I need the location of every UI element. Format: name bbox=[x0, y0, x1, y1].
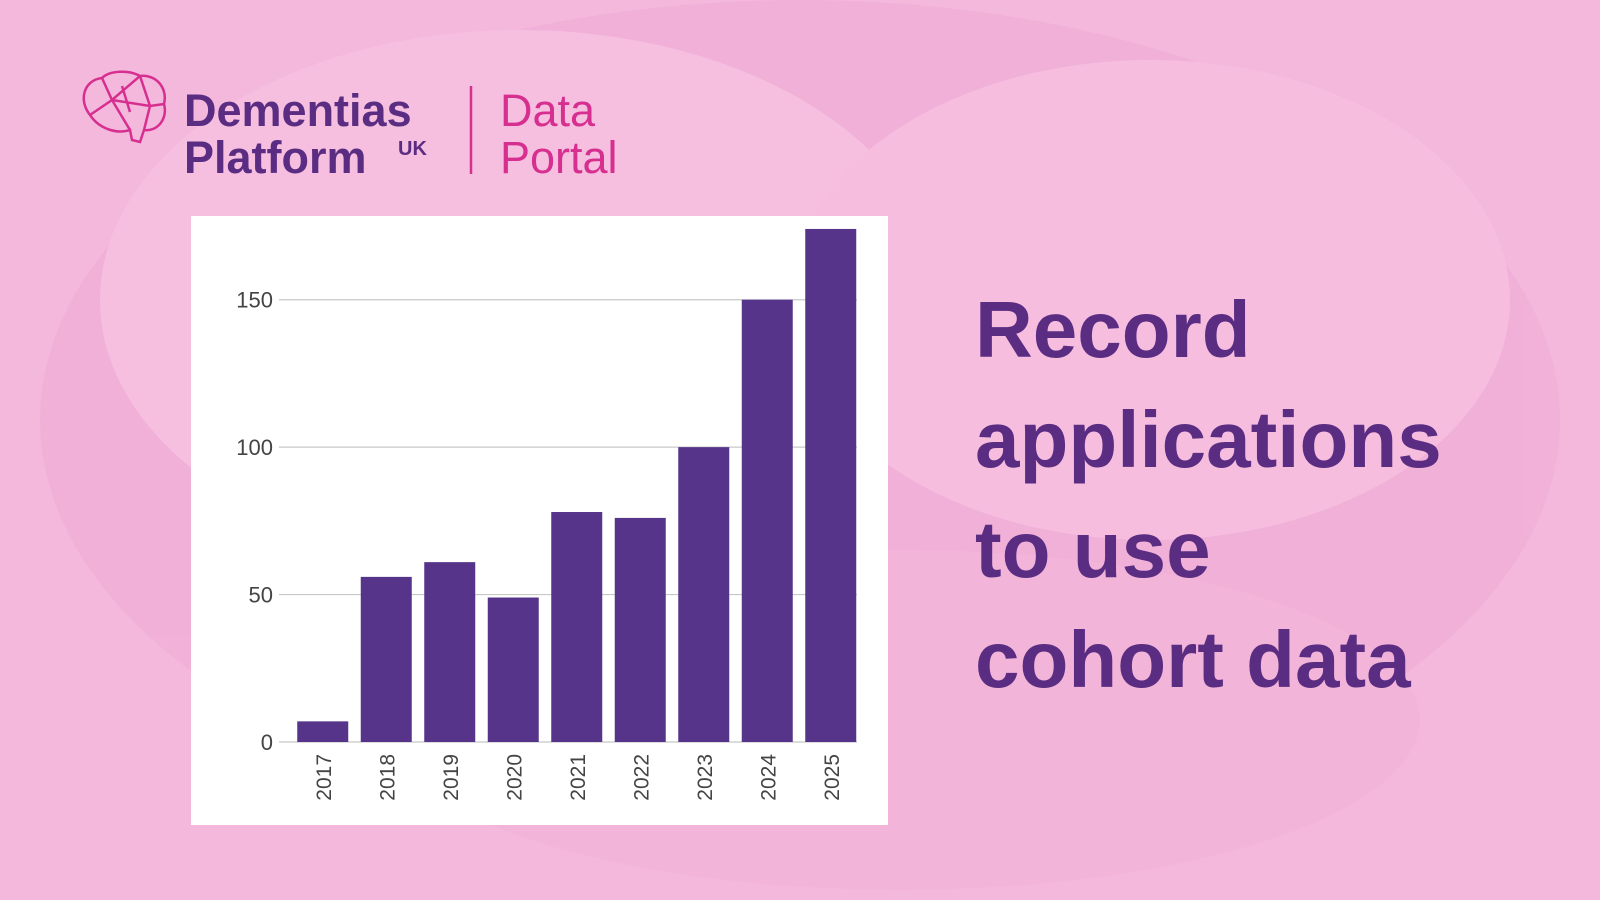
bar bbox=[297, 721, 349, 742]
brain-icon bbox=[82, 70, 167, 144]
bar bbox=[741, 299, 793, 742]
x-tick-label: 2023 bbox=[694, 754, 717, 801]
bar bbox=[551, 512, 603, 742]
headline: Record applications to use cohort data bbox=[975, 285, 1442, 704]
bar bbox=[360, 576, 412, 742]
x-tick-label: 2022 bbox=[630, 754, 653, 801]
logo-suffix: UK bbox=[398, 138, 427, 160]
x-tick-label: 2019 bbox=[440, 754, 463, 801]
x-tick-label: 2025 bbox=[821, 754, 844, 801]
x-tick-label: 2024 bbox=[757, 754, 780, 801]
logo: Dementias Platform UK Data Portal bbox=[82, 70, 618, 183]
chart: 0 50 100 150 2017 2018 2019 2020 2021 2022 2023 202… bbox=[236, 228, 857, 801]
x-tick-label: 2021 bbox=[567, 754, 590, 801]
headline-line: Record bbox=[975, 285, 1251, 374]
bar bbox=[487, 597, 539, 742]
headline-line: applications bbox=[975, 395, 1442, 484]
headline-line: cohort data bbox=[975, 615, 1411, 704]
bar bbox=[614, 517, 666, 742]
logo-name: Platform bbox=[184, 132, 367, 183]
logo-product: Data bbox=[500, 85, 596, 136]
y-tick-label: 100 bbox=[236, 435, 273, 460]
logo-product: Portal bbox=[500, 132, 618, 183]
headline-line: to use bbox=[975, 505, 1211, 594]
y-tick-label: 50 bbox=[249, 583, 273, 608]
logo-name: Dementias bbox=[184, 85, 412, 136]
x-tick-label: 2020 bbox=[503, 754, 526, 801]
bar bbox=[678, 447, 730, 742]
y-tick-label: 150 bbox=[236, 288, 273, 313]
bar bbox=[424, 562, 476, 742]
x-tick-label: 2018 bbox=[376, 754, 399, 801]
bar bbox=[805, 228, 857, 742]
x-tick-label: 2017 bbox=[313, 754, 336, 801]
y-tick-label: 0 bbox=[261, 730, 273, 755]
